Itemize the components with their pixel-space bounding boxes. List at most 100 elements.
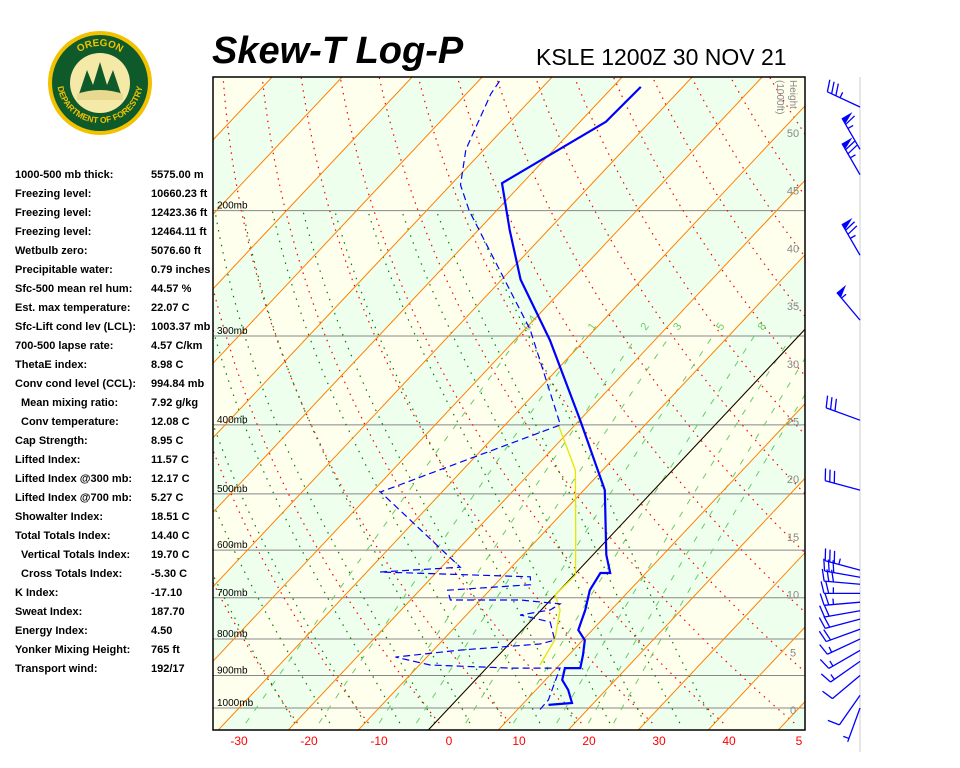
temperature-tick-label: -20 — [300, 734, 318, 748]
barb-full — [823, 629, 832, 641]
stat-value: 5.27 C — [151, 492, 184, 504]
wind-barb — [819, 638, 861, 655]
barb-half — [847, 124, 854, 130]
barb-shaft — [824, 580, 861, 585]
isotherm-line — [213, 77, 553, 439]
height-tick-label: 50 — [787, 128, 799, 140]
barb-full — [818, 617, 826, 629]
temperature-tick-label: 20 — [582, 734, 596, 748]
barb-half — [849, 154, 856, 159]
stat-value: 4.57 C/km — [151, 340, 203, 352]
barb-full — [847, 144, 858, 155]
barb-shaft — [830, 660, 861, 683]
stat-label: Est. max temperature: — [15, 302, 131, 314]
isotherm-line — [497, 403, 805, 730]
dry-adiabat — [261, 77, 582, 724]
barb-shaft — [824, 610, 861, 618]
wind-barb — [820, 660, 861, 683]
wind-barb — [826, 79, 861, 108]
barb-full — [825, 395, 829, 408]
stat-label: Freezing level: — [15, 226, 92, 238]
temperature-tick-label: 5 — [796, 734, 803, 748]
height-tick-label: 40 — [787, 243, 799, 255]
barb-shaft — [832, 674, 861, 700]
height-tick-label: 35 — [787, 301, 799, 313]
pressure-label: 500mb — [217, 484, 248, 495]
isotherm-line — [213, 77, 693, 588]
isotherm-band — [0, 77, 202, 730]
barb-full — [819, 593, 825, 606]
height-tick-label: 25 — [787, 417, 799, 429]
height-tick-label: 20 — [787, 474, 799, 486]
barb-shaft — [825, 560, 861, 571]
barb-shaft — [825, 407, 861, 421]
moist-adiabat — [302, 210, 541, 724]
wind-barb — [818, 628, 861, 643]
pressure-label: 900mb — [217, 665, 248, 676]
moist-adiabat — [242, 210, 471, 724]
wind-barb — [836, 284, 861, 321]
barb-half — [849, 234, 856, 239]
barb-pennant — [842, 218, 853, 230]
mixing-ratio-line — [556, 335, 793, 724]
barb-shaft — [827, 638, 861, 655]
pressure-label: 600mb — [217, 540, 248, 551]
stat-value: 19.70 C — [151, 549, 190, 561]
wind-barb — [824, 468, 861, 491]
pressure-label: 800mb — [217, 629, 248, 640]
wind-barb — [841, 137, 861, 175]
temperature-tick-label: 30 — [652, 734, 666, 748]
stat-value: 12.08 C — [151, 416, 190, 428]
stat-value: 192/17 — [151, 663, 185, 675]
barb-full — [826, 79, 831, 92]
barb-full — [845, 140, 855, 151]
stat-label: 1000-500 mb thick: — [15, 169, 114, 181]
height-axis-label: Height — [787, 80, 798, 109]
stat-value: 14.40 C — [151, 530, 190, 542]
isotherm-line — [213, 77, 483, 365]
isotherm-line — [0, 77, 62, 730]
stat-label: 700-500 lapse rate: — [15, 340, 114, 352]
stat-value: 4.50 — [151, 625, 173, 637]
mixing-ratio-line — [465, 335, 714, 724]
stat-label: Wetbulb zero: — [15, 245, 88, 257]
barb-half — [839, 92, 844, 99]
height-tick-label: 0 — [790, 705, 796, 717]
barb-full — [822, 690, 833, 700]
isotherm-line — [213, 77, 623, 513]
barb-full — [827, 719, 840, 726]
temperature-tick-label: 10 — [512, 734, 526, 748]
barb-full — [823, 616, 831, 628]
isotherm-line — [637, 551, 805, 730]
stat-value: -17.10 — [151, 587, 183, 599]
mixing-ratio-line — [378, 335, 638, 724]
height-axis-unit: (1000ft) — [774, 80, 785, 114]
wind-barb — [841, 218, 861, 256]
barb-shaft — [824, 570, 861, 578]
wind-barb — [822, 674, 861, 700]
stat-label: Showalter Index: — [15, 511, 104, 523]
barb-full — [820, 673, 831, 683]
station-time-label: KSLE 1200Z 30 NOV 21 — [536, 44, 787, 70]
pressure-label: 200mb — [217, 201, 248, 212]
wind-barb — [819, 592, 861, 606]
stat-value: 7.92 g/kg — [151, 397, 199, 409]
barb-shaft — [824, 601, 861, 606]
barb-full — [819, 644, 828, 655]
isotherm-line — [357, 254, 805, 730]
plot-area: 0.41235805101520253035404550Height(1000f… — [0, 77, 960, 730]
dry-adiabat — [887, 78, 960, 724]
svg-text:OREGON: OREGON — [75, 38, 125, 55]
isotherm-line — [287, 179, 805, 730]
barb-full — [818, 630, 827, 642]
stat-value: 994.84 mb — [151, 378, 205, 390]
isotherm-line — [213, 77, 763, 662]
barb-full — [825, 581, 830, 594]
temperature-tick-label: 40 — [722, 734, 736, 748]
barb-shaft — [838, 695, 861, 726]
barb-full — [826, 569, 830, 582]
mixing-ratio-label: 2 — [639, 321, 652, 333]
moist-adiabat — [334, 210, 576, 724]
dry-adiabat — [613, 77, 805, 377]
